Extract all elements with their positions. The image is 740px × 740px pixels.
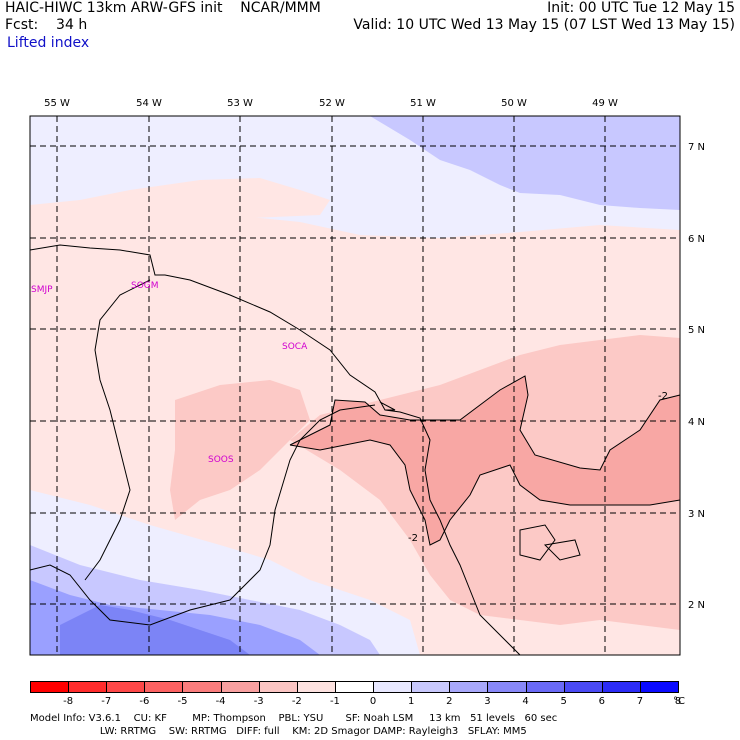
colorbar-tick-label: 1: [407, 696, 415, 707]
colorbar-swatch: [30, 681, 70, 693]
deep-red-core: [290, 376, 680, 545]
model-info-line2: LW: RRTMG SW: RRTMG DIFF: full KM: 2D Sm…: [30, 726, 527, 737]
lat-labels: 7 N 6 N 5 N 4 N 3 N 2 N: [688, 142, 705, 611]
model-info-line1: Model Info: V3.6.1 CU: KF MP: Thompson P…: [30, 713, 558, 724]
lon-label: 53 W: [227, 98, 253, 109]
light-red-patch-north: [30, 178, 330, 220]
colorbar-tick-label: 3: [484, 696, 491, 707]
colorbar-swatch: [182, 681, 222, 693]
colorbar-tick-label: -3: [253, 696, 264, 707]
colorbar-swatch: [487, 681, 527, 693]
guiana-border: [29, 244, 396, 411]
colorbar-tick-label: 7: [636, 696, 644, 707]
amapa-coast: [384, 409, 521, 656]
valid-time: Valid: 10 UTC Wed 13 May 15 (07 LST Wed …: [353, 17, 735, 33]
colorbar-swatch: [296, 681, 336, 693]
colorbar-swatch: [525, 681, 565, 693]
colorbar-tick-label: 5: [560, 696, 567, 707]
colorbar-swatch: [68, 681, 108, 693]
colorbar-tick-label: 8: [674, 696, 682, 707]
mid-blue-region-north: [370, 116, 680, 210]
colorbar-tick-label: -7: [101, 696, 112, 707]
field-name: Lifted index: [7, 35, 90, 51]
lon-label: 51 W: [410, 98, 436, 109]
lat-label: 6 N: [688, 234, 705, 245]
lat-label: 3 N: [688, 509, 705, 520]
colorbar-swatch: [449, 681, 489, 693]
mid-red-region-east: [290, 335, 680, 630]
station-label: SOOS: [208, 455, 234, 465]
contour-line: [519, 524, 556, 561]
colorbar-swatch: [220, 681, 260, 693]
contours: [289, 375, 681, 561]
init-time: Init: 00 UTC Tue 12 May 15: [547, 0, 735, 16]
contour-line: [289, 375, 681, 471]
colorbar-tick-label: -2: [291, 696, 302, 707]
station-label: SMJP: [31, 285, 53, 295]
colorbar-tick-label: -8: [63, 696, 74, 707]
field-shading: [30, 116, 680, 655]
colorbar-swatch: [563, 681, 603, 693]
lon-label: 54 W: [136, 98, 162, 109]
coastline: [29, 244, 521, 656]
map-frame: [29, 115, 681, 656]
lat-label: 5 N: [688, 325, 705, 336]
colorbar-swatch: [144, 681, 184, 693]
colorbar-tick-label: 2: [446, 696, 453, 707]
lon-label: 49 W: [592, 98, 618, 109]
colorbar-tick-label: 6: [598, 696, 605, 707]
station-label: SOGM: [131, 281, 159, 291]
lat-label: 2 N: [688, 600, 705, 611]
station-label: SOCA: [282, 342, 308, 352]
station-labels: SMJP SOGM SOCA SOOS: [31, 281, 308, 465]
colorbar-tick-label: 0: [369, 696, 377, 707]
colorbar-swatch: [258, 681, 298, 693]
contour-line: [543, 539, 581, 561]
colorbar-swatch: [601, 681, 641, 693]
inland-border: [84, 279, 151, 581]
colorbar-swatch: [106, 681, 146, 693]
contour-labels: -2 -2: [408, 391, 668, 544]
colorbar-tick-label: 4: [522, 696, 529, 707]
colorbar-swatch: [639, 681, 679, 693]
colorbar-tick-label: -1: [329, 696, 340, 707]
lat-label: 7 N: [688, 142, 705, 153]
lon-label: 50 W: [501, 98, 527, 109]
latlon-grid: [30, 116, 680, 655]
colorbar-swatch: [373, 681, 413, 693]
contour-label: -2: [658, 391, 668, 402]
colorbar-swatch: [411, 681, 451, 693]
lon-labels: 55 W 54 W 53 W 52 W 51 W 50 W 49 W: [44, 98, 618, 109]
contour-label: -2: [408, 533, 418, 544]
lon-label: 52 W: [319, 98, 345, 109]
contour-line: [289, 439, 681, 546]
colorbar-unit: °C: [673, 696, 685, 707]
model-title: HAIC-HIWC 13km ARW-GFS init NCAR/MMM: [5, 0, 321, 16]
colorbar-swatch: [334, 681, 375, 693]
forecast-hour: Fcst: 34 h: [5, 17, 88, 33]
colorbar-tick-label: -5: [177, 696, 188, 707]
lat-label: 4 N: [688, 417, 705, 428]
colorbar-tick-label: -6: [139, 696, 150, 707]
brazil-border: [29, 404, 376, 626]
lon-label: 55 W: [44, 98, 70, 109]
colorbar-tick-label: -4: [215, 696, 226, 707]
